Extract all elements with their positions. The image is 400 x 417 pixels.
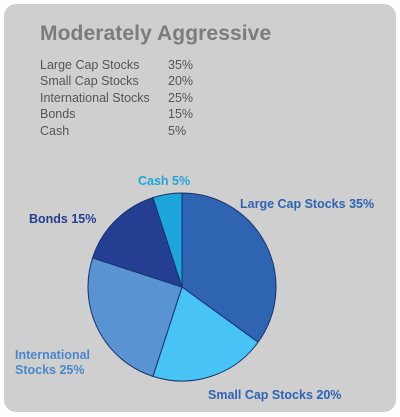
table-cell-name: Large Cap Stocks xyxy=(40,57,140,72)
bonds-label: Bonds 15% xyxy=(29,212,96,226)
table-row: International Stocks 25% xyxy=(40,90,193,107)
table-cell-name: International Stocks xyxy=(40,90,150,105)
table-cell-value: 5% xyxy=(168,123,187,138)
large-cap-stocks-slice xyxy=(181,192,277,343)
table-cell-value: 15% xyxy=(168,107,194,122)
page-title: Moderately Aggressive xyxy=(40,22,272,45)
table-cell-name: Bonds xyxy=(40,107,76,122)
table-row: Large Cap Stocks 35% xyxy=(40,57,193,74)
international-stocks-slice xyxy=(87,257,183,377)
table-cell-name: Cash xyxy=(40,123,70,138)
cash-slice xyxy=(152,192,183,288)
bonds-slice xyxy=(92,197,183,288)
allocation-table: Large Cap Stocks 35% Small Cap Stocks 20… xyxy=(40,57,193,140)
cash-label: Cash 5% xyxy=(138,174,190,188)
small-cap-stocks-label: Small Cap Stocks 20% xyxy=(208,388,341,402)
pie-labels: Large Cap Stocks 35% Small Cap Stocks 20%… xyxy=(15,174,374,402)
international-stocks-label: International Stocks 25% xyxy=(15,348,90,377)
table-cell-value: 35% xyxy=(168,57,194,72)
pie-slices xyxy=(87,192,277,382)
table-cell-value: 20% xyxy=(168,74,194,89)
large-cap-stocks-label: Large Cap Stocks 35% xyxy=(240,197,374,211)
small-cap-stocks-slice xyxy=(152,286,259,382)
table-row: Bonds 15% xyxy=(40,107,193,124)
table-row: Small Cap Stocks 20% xyxy=(40,74,193,91)
table-cell-name: Small Cap Stocks xyxy=(40,74,139,89)
table-row: Cash 5% xyxy=(40,123,193,140)
table-cell-value: 25% xyxy=(168,90,194,105)
